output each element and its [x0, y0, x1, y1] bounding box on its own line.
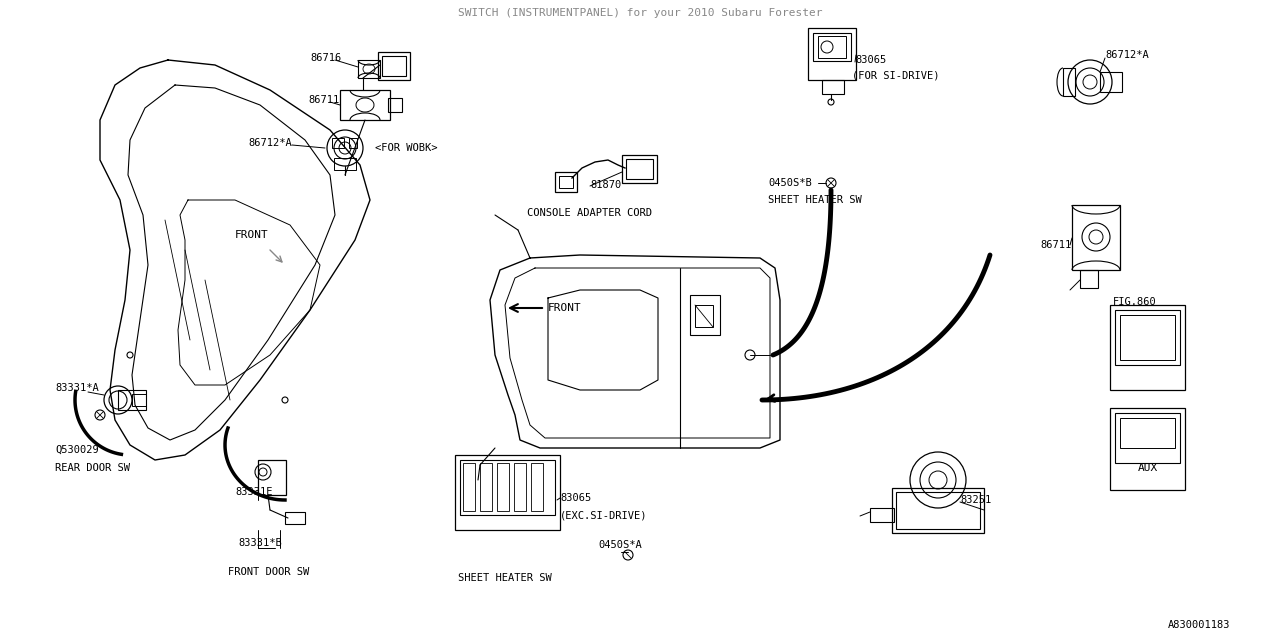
Bar: [1115, 310, 1180, 365]
Text: SWITCH (INSTRUMENTPANEL) for your 2010 Subaru Forester: SWITCH (INSTRUMENTPANEL) for your 2010 S…: [458, 8, 822, 18]
Bar: [285, 512, 305, 524]
Bar: [556, 172, 577, 192]
Bar: [381, 56, 406, 76]
Text: (EXC.SI-DRIVE): (EXC.SI-DRIVE): [561, 511, 648, 521]
Text: 86712*A: 86712*A: [248, 138, 292, 148]
Text: Q530029: Q530029: [55, 445, 99, 455]
Bar: [1110, 408, 1185, 490]
Bar: [870, 508, 893, 522]
Bar: [626, 159, 653, 179]
Bar: [622, 155, 657, 183]
Bar: [1073, 205, 1120, 270]
Bar: [1062, 68, 1075, 96]
Bar: [695, 305, 713, 327]
Bar: [818, 36, 846, 58]
Text: 86711: 86711: [1039, 240, 1071, 250]
Text: 86711: 86711: [308, 95, 339, 105]
Text: AUX: AUX: [1138, 463, 1158, 473]
Bar: [1100, 72, 1123, 92]
Text: CONSOLE ADAPTER CORD: CONSOLE ADAPTER CORD: [527, 208, 652, 218]
Bar: [892, 488, 984, 533]
Bar: [1110, 305, 1185, 390]
Bar: [358, 60, 380, 78]
Text: 86716: 86716: [310, 53, 342, 63]
Bar: [259, 460, 285, 495]
Bar: [531, 463, 543, 511]
Bar: [480, 463, 492, 511]
Text: FRONT: FRONT: [236, 230, 269, 240]
Bar: [340, 90, 390, 120]
Text: A830001183: A830001183: [1169, 620, 1230, 630]
Bar: [1080, 270, 1098, 288]
Text: FIG.860: FIG.860: [1114, 297, 1157, 307]
Text: FRONT: FRONT: [548, 303, 581, 313]
Text: SHEET HEATER SW: SHEET HEATER SW: [458, 573, 552, 583]
Text: 0450S*A: 0450S*A: [598, 540, 641, 550]
Text: 81870: 81870: [590, 180, 621, 190]
Bar: [463, 463, 475, 511]
Bar: [460, 460, 556, 515]
Bar: [1120, 315, 1175, 360]
Text: SHEET HEATER SW: SHEET HEATER SW: [768, 195, 861, 205]
Text: <FOR WOBK>: <FOR WOBK>: [375, 143, 438, 153]
Bar: [896, 492, 980, 529]
Bar: [1115, 413, 1180, 463]
Text: 83065: 83065: [855, 55, 886, 65]
Bar: [132, 394, 146, 406]
Bar: [1120, 418, 1175, 448]
Bar: [813, 33, 851, 61]
Bar: [118, 390, 146, 410]
Text: 83331*A: 83331*A: [55, 383, 99, 393]
Text: 83331*B: 83331*B: [238, 538, 282, 548]
Bar: [388, 98, 402, 112]
Text: 0450S*B: 0450S*B: [768, 178, 812, 188]
Text: 83331E: 83331E: [236, 487, 273, 497]
Bar: [334, 158, 356, 170]
Bar: [349, 138, 357, 148]
Text: (FOR SI-DRIVE): (FOR SI-DRIVE): [852, 70, 940, 80]
Bar: [690, 295, 721, 335]
Bar: [515, 463, 526, 511]
Bar: [822, 80, 844, 94]
Text: 86712*A: 86712*A: [1105, 50, 1148, 60]
Text: FRONT DOOR SW: FRONT DOOR SW: [228, 567, 310, 577]
Bar: [378, 52, 410, 80]
Bar: [497, 463, 509, 511]
Text: 83065: 83065: [561, 493, 591, 503]
Bar: [454, 455, 561, 530]
Text: REAR DOOR SW: REAR DOOR SW: [55, 463, 131, 473]
Bar: [332, 138, 344, 148]
Text: 83251: 83251: [960, 495, 991, 505]
Bar: [808, 28, 856, 80]
Bar: [559, 176, 573, 188]
